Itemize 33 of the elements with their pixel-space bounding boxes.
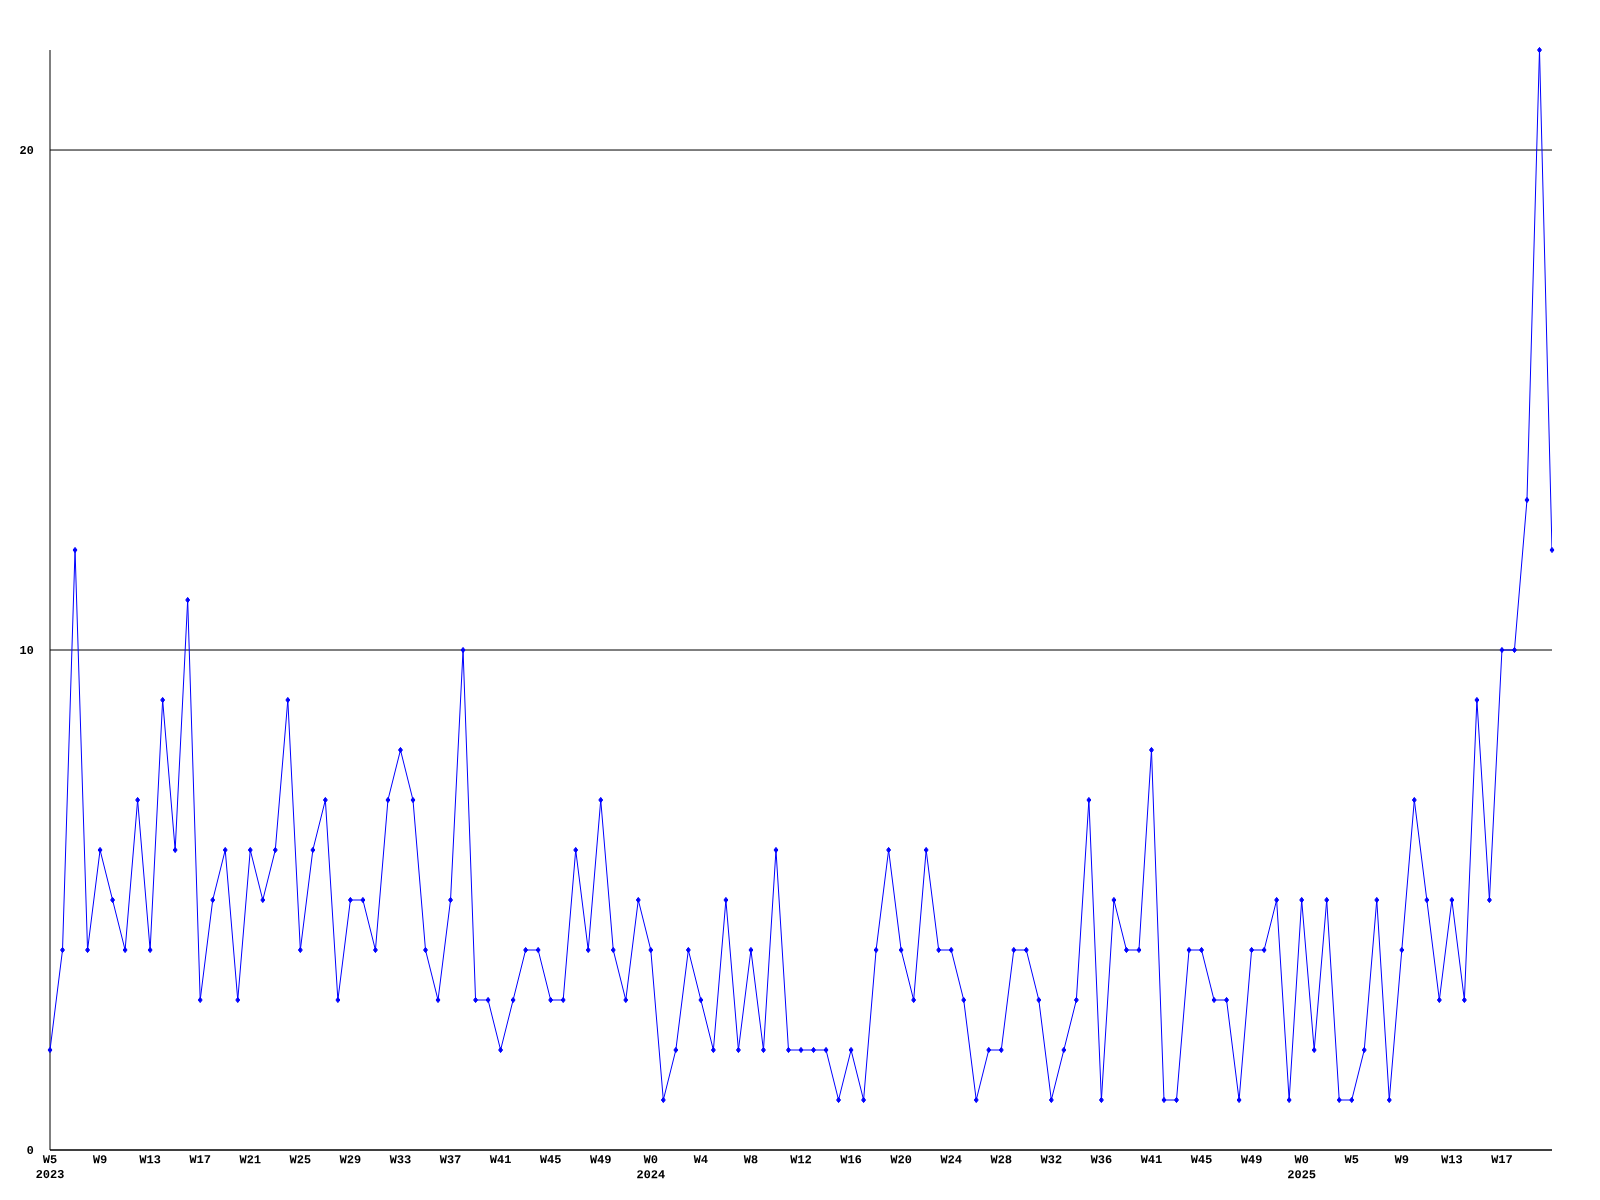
x-tick-label: W45	[539, 1155, 561, 1164]
x-tick-label: W41	[1140, 1155, 1162, 1164]
x-tick-label: W0 2025	[1288, 1155, 1316, 1179]
x-tick-label: W20	[890, 1155, 912, 1164]
x-tick-label: W4	[693, 1155, 708, 1164]
x-tick-label: W28	[990, 1155, 1012, 1164]
x-tick-label: W9	[92, 1155, 107, 1164]
x-tick-label: W16	[840, 1155, 862, 1164]
x-tick-label: W17	[1491, 1155, 1512, 1164]
x-tick-label: W32	[1040, 1155, 1062, 1164]
x-tick-label: W5 2023	[36, 1155, 64, 1179]
x-tick-label: W24	[940, 1155, 962, 1164]
y-tick-label: 0	[27, 1145, 34, 1155]
x-tick-label: W13	[139, 1155, 161, 1164]
x-tick-label: W29	[339, 1155, 361, 1164]
x-tick-label: W13	[1441, 1155, 1463, 1164]
x-tick-label: W37	[439, 1155, 461, 1164]
x-tick-label: W12	[790, 1155, 812, 1164]
x-tick-label: W36	[1090, 1155, 1112, 1164]
y-tick-label: 10	[20, 645, 34, 655]
x-tick-label: W0 2024	[637, 1155, 665, 1179]
x-tick-label: W9	[1394, 1155, 1409, 1164]
x-tick-label: W49	[1240, 1155, 1262, 1164]
x-tick-label: W49	[589, 1155, 611, 1164]
x-tick-label: W21	[239, 1155, 261, 1164]
x-tick-label: W33	[389, 1155, 411, 1164]
x-tick-label: W45	[1190, 1155, 1212, 1164]
y-tick-label: 20	[20, 145, 34, 155]
x-tick-label: W8	[743, 1155, 758, 1164]
x-tick-label: W41	[489, 1155, 511, 1164]
x-tick-label: W17	[189, 1155, 211, 1164]
x-tick-label: W25	[289, 1155, 311, 1164]
x-tick-label: W5	[1344, 1155, 1359, 1164]
